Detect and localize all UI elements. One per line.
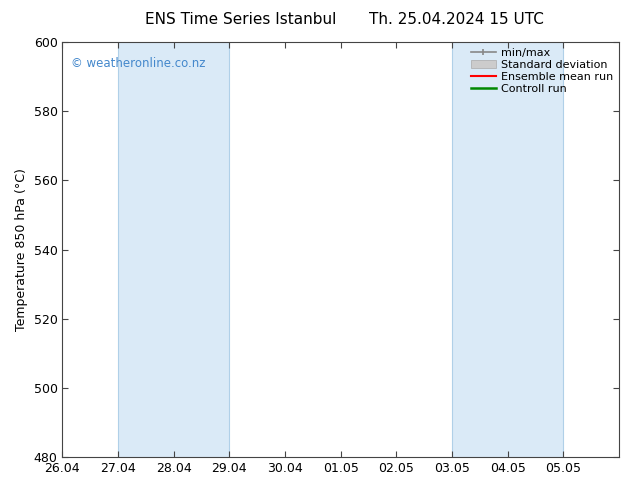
- Bar: [118, 42, 230, 457]
- Text: ENS Time Series Istanbul: ENS Time Series Istanbul: [145, 12, 337, 27]
- Bar: [452, 42, 564, 457]
- Text: Th. 25.04.2024 15 UTC: Th. 25.04.2024 15 UTC: [369, 12, 544, 27]
- Y-axis label: Temperature 850 hPa (°C): Temperature 850 hPa (°C): [15, 168, 28, 331]
- Legend: min/max, Standard deviation, Ensemble mean run, Controll run: min/max, Standard deviation, Ensemble me…: [469, 46, 616, 97]
- Text: © weatheronline.co.nz: © weatheronline.co.nz: [71, 56, 205, 70]
